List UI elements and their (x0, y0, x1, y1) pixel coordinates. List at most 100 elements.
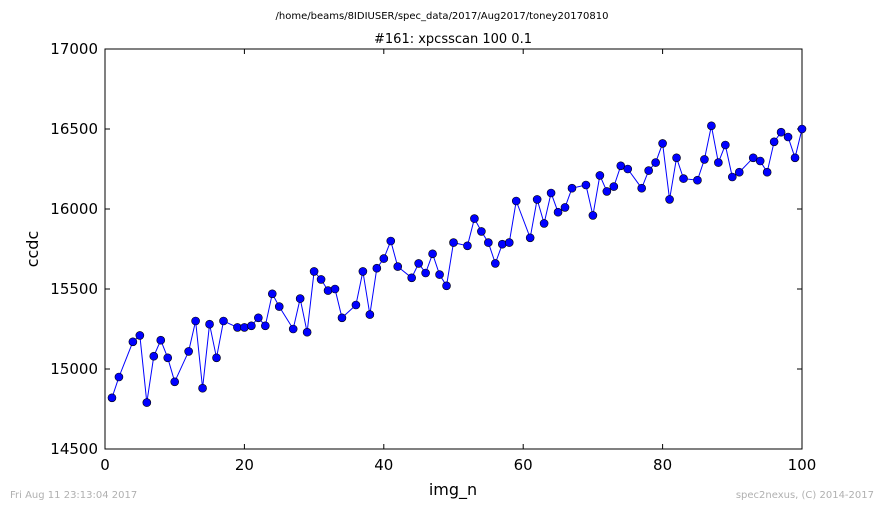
footer-credit: spec2nexus, (C) 2014-2017 (736, 490, 874, 501)
data-point (414, 259, 423, 268)
y-tick-label: 15000 (50, 360, 98, 378)
y-tick-label: 17000 (50, 40, 98, 58)
data-point (734, 167, 744, 177)
x-tick-label: 100 (788, 456, 817, 474)
tick-labels: 0 20 40 60 80 100 14500 15000 15500 16000 16500 170… (50, 40, 816, 474)
data-point (672, 153, 681, 163)
data-point (491, 259, 500, 268)
data-point (316, 275, 326, 284)
x-tick-label: 80 (653, 456, 672, 474)
data-point (776, 127, 786, 137)
data-point (581, 180, 591, 190)
data-point (330, 284, 340, 294)
data-point (288, 324, 298, 334)
data-point (504, 238, 514, 247)
x-tick-label: 60 (514, 456, 533, 474)
data-point (170, 377, 179, 387)
data-point (651, 158, 660, 167)
data-point (191, 316, 200, 326)
y-axis-label: ccdc (23, 231, 42, 268)
data-point (372, 263, 382, 273)
data-point (700, 155, 709, 164)
data-point (184, 347, 193, 356)
data-point (435, 270, 444, 279)
data-point (358, 267, 368, 276)
data-point (107, 393, 117, 403)
data-point (609, 182, 619, 191)
data-point (379, 254, 389, 263)
x-tick-label: 40 (374, 456, 393, 474)
x-axis-label: img_n (429, 480, 477, 500)
data-point (602, 187, 612, 196)
data-point (337, 313, 347, 323)
data-point (309, 267, 319, 276)
data-point (267, 289, 277, 299)
data-point (365, 310, 375, 319)
data-point (511, 196, 521, 206)
data-point (539, 219, 549, 228)
data-point (477, 227, 486, 236)
data-point (497, 239, 507, 249)
data-point (470, 214, 479, 223)
data-point (463, 241, 472, 251)
data-point (205, 319, 214, 329)
data-point (748, 153, 758, 163)
x-tick-label: 0 (100, 456, 110, 474)
data-point (665, 195, 674, 204)
data-point (274, 302, 284, 311)
data-point (525, 233, 535, 243)
x-tick-label: 20 (235, 456, 254, 474)
data-point (421, 268, 430, 278)
data-point (323, 286, 333, 295)
suptitle: /home/beams/8IDIUSER/spec_data/2017/Aug2… (276, 11, 609, 22)
y-tick-label: 14500 (50, 440, 98, 458)
data-point (484, 238, 493, 247)
data-point (797, 124, 807, 134)
data-point (393, 262, 403, 271)
data-point (567, 183, 577, 193)
plot-area (104, 48, 803, 450)
data-point (295, 294, 305, 303)
data-point (546, 188, 556, 198)
data-point (351, 300, 361, 310)
data-point (156, 335, 166, 345)
data-point (623, 164, 633, 174)
data-point (755, 156, 765, 166)
data-point (658, 139, 667, 148)
data-point (560, 203, 570, 212)
data-point (135, 331, 145, 340)
data-point (595, 171, 605, 180)
data-point (783, 132, 793, 142)
data-point (762, 167, 772, 177)
data-point (163, 353, 173, 363)
data-point (616, 161, 626, 171)
data-point (644, 166, 653, 175)
data-point (532, 195, 542, 204)
data-point (693, 175, 702, 185)
data-point (212, 353, 221, 363)
series-line (111, 125, 803, 403)
data-point (637, 183, 646, 193)
data-point (679, 174, 688, 183)
data-point (442, 281, 451, 291)
data-point (254, 313, 263, 323)
data-point (721, 140, 730, 150)
data-point (198, 383, 207, 393)
data-point (302, 327, 312, 337)
footer-timestamp: Fri Aug 11 23:13:04 2017 (10, 490, 137, 501)
y-tick-label: 15500 (50, 280, 98, 298)
chart-title: #161: xpcsscan 100 0.1 (374, 32, 532, 47)
y-tick-label: 16500 (50, 120, 98, 138)
data-point (588, 211, 598, 220)
series-markers (107, 121, 807, 407)
data-point (714, 158, 723, 167)
data-point (727, 172, 737, 182)
data-point (407, 273, 416, 283)
data-point (386, 236, 396, 246)
y-tick-label: 16000 (50, 200, 98, 218)
data-point (707, 121, 716, 131)
data-point (790, 153, 800, 163)
data-point (128, 337, 138, 347)
data-point (219, 316, 228, 326)
